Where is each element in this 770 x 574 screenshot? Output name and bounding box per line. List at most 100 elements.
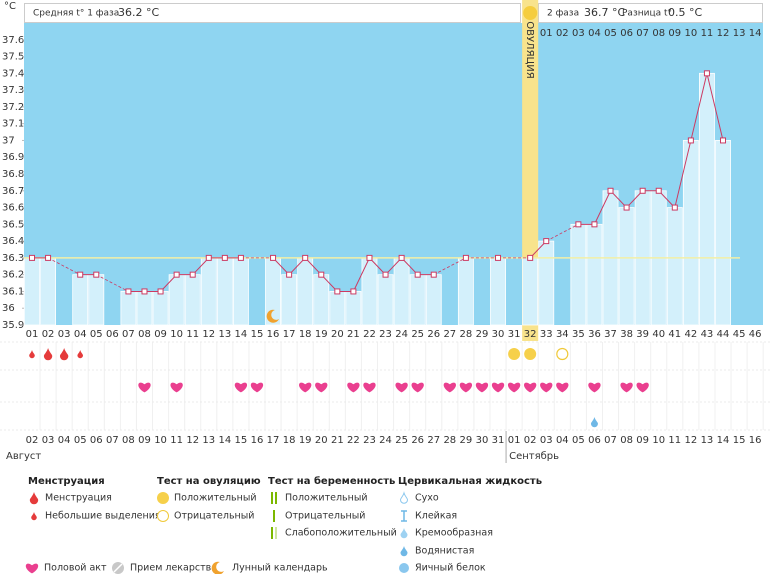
intercourse-marker (363, 382, 376, 393)
legend-icon (275, 527, 277, 539)
x-tick-label: 45 (733, 329, 746, 340)
phase1-header (24, 3, 521, 23)
phase1-label: Средняя t° 1 фаза (33, 9, 119, 19)
y-tick-label: 36.5 (2, 219, 24, 230)
temperature-marker (302, 254, 309, 261)
luteal-day-label: 11 (701, 28, 714, 39)
intercourse-marker (540, 382, 553, 393)
date-label: 07 (106, 435, 119, 446)
phase2-header (538, 3, 763, 23)
date-label: 13 (202, 435, 215, 446)
temperature-marker (623, 204, 630, 211)
diff-label: Разница t° (622, 9, 672, 19)
date-label: 12 (186, 435, 199, 446)
legend-title: Цервикальная жидкость (398, 476, 542, 487)
bar (281, 274, 298, 326)
temperature-marker (687, 137, 694, 144)
y-tick-label: 35.9 (2, 320, 24, 331)
x-tick-label: 10 (170, 329, 183, 340)
temperature-line (578, 73, 724, 225)
temperature-marker (173, 271, 180, 278)
temperature-marker (414, 271, 421, 278)
bar (490, 257, 506, 326)
bar (232, 257, 249, 326)
intercourse-marker (443, 382, 456, 393)
temperature-marker (655, 187, 662, 194)
bar (216, 257, 233, 326)
date-label: 13 (701, 435, 714, 446)
bar (152, 291, 169, 326)
x-tick-label: 40 (652, 329, 665, 340)
luteal-day-label: 05 (604, 28, 617, 39)
ovulation-test-positive (508, 348, 521, 360)
temperature-marker (591, 221, 598, 228)
legend-item: Сухо (415, 493, 439, 504)
luteal-day-label: 07 (636, 28, 649, 39)
gap-connector (433, 257, 467, 276)
y-tick-label: 37 (2, 135, 15, 146)
legend-item: Лунный календарь (232, 563, 328, 574)
x-tick-label: 01 (26, 329, 39, 340)
x-tick-label: 42 (685, 329, 698, 340)
temperature-marker (543, 238, 550, 245)
y-tick-label: 37.5 (2, 52, 24, 63)
temperature-marker (221, 254, 228, 261)
intercourse-marker (636, 382, 649, 393)
temperature-marker (29, 254, 35, 261)
date-label: 17 (267, 435, 280, 446)
x-tick-label: 39 (636, 329, 649, 340)
date-label: 10 (652, 435, 665, 446)
legend-item: Половой акт (44, 563, 107, 574)
date-label: 05 (74, 435, 87, 446)
x-tick-label: 03 (58, 329, 71, 340)
x-tick-label: 27 (443, 329, 456, 340)
gap-connector (546, 223, 579, 242)
ovulation-icon (523, 6, 538, 20)
y-tick-label: 37.1 (2, 119, 24, 130)
date-label: 08 (620, 435, 633, 446)
intercourse-marker (556, 382, 569, 393)
x-tick-label: 41 (668, 329, 681, 340)
y-tick-label: 36.4 (2, 236, 24, 247)
x-tick-label: 46 (749, 329, 762, 340)
intercourse-marker (347, 382, 360, 393)
legend-icon (25, 563, 39, 574)
y-tick-label: 36.7 (2, 186, 24, 197)
bar (88, 274, 105, 326)
temperature-marker (141, 288, 148, 295)
bar (72, 274, 89, 326)
x-tick-label: 44 (717, 329, 730, 340)
temperature-marker (607, 187, 614, 194)
x-tick-label: 20 (331, 329, 344, 340)
legend-icon (29, 492, 39, 505)
x-tick-label: 22 (363, 329, 376, 340)
menstruation-marker (43, 348, 53, 361)
month-label: Сентябрь (509, 451, 559, 462)
date-label: 12 (685, 435, 698, 446)
date-label: 25 (395, 435, 408, 446)
bar (313, 274, 330, 326)
intercourse-marker (523, 382, 537, 393)
date-label: 21 (331, 435, 344, 446)
date-label: 15 (733, 435, 746, 446)
bar (24, 257, 40, 326)
y-tick-label: 36.8 (2, 169, 24, 180)
date-label: 06 (90, 435, 103, 446)
ovulation-test-negative (556, 347, 569, 361)
bar (682, 140, 699, 326)
bar (538, 240, 555, 326)
date-label: 11 (668, 435, 681, 446)
bar (136, 291, 153, 326)
date-label: 28 (443, 435, 456, 446)
legend-icon (157, 492, 169, 504)
legend-title: Тест на овуляцию (157, 476, 261, 487)
x-tick-label: 33 (540, 329, 553, 340)
intercourse-marker (459, 382, 473, 393)
x-tick-label: 28 (460, 329, 473, 340)
x-tick-label: 23 (379, 329, 392, 340)
x-tick-label: 08 (138, 329, 151, 340)
date-label: 11 (170, 435, 183, 446)
diff-value: 0.5 °C (668, 6, 702, 19)
luteal-day-label: 08 (652, 28, 665, 39)
